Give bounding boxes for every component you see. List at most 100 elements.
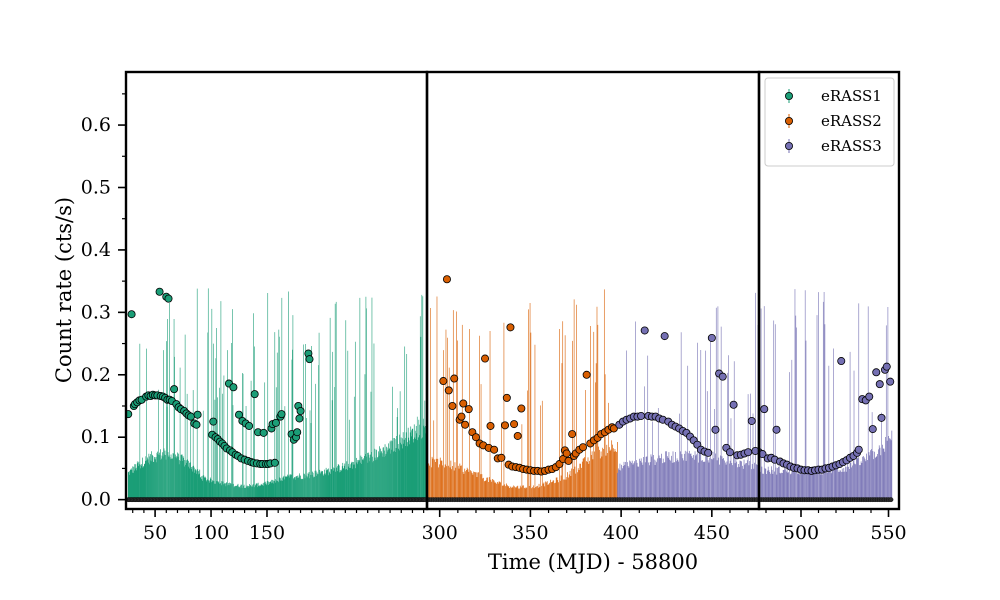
series-eRASS1: [126, 287, 427, 503]
data-point: [513, 431, 522, 440]
data-point: [155, 287, 164, 296]
data-point: [295, 414, 304, 423]
data-point: [711, 425, 720, 434]
data-point: [193, 410, 202, 419]
y-tick-label: 0.0: [81, 489, 111, 511]
data-point: [481, 354, 490, 363]
legend-point-marker: [785, 141, 794, 150]
data-point: [461, 420, 470, 429]
series-eRASS3: [615, 289, 895, 503]
data-point: [442, 275, 451, 284]
data-point: [609, 424, 618, 433]
data-point: [235, 410, 244, 419]
panel-frame: [757, 70, 901, 511]
y-tick-label: 0.6: [81, 114, 111, 136]
data-point: [868, 425, 877, 434]
data-point: [759, 450, 767, 459]
data-point: [501, 421, 510, 430]
data-point: [865, 392, 874, 401]
data-point: [170, 385, 179, 394]
x-tick-label: 550: [870, 522, 906, 544]
data-point: [439, 377, 448, 386]
data-point: [837, 357, 846, 366]
data-point: [471, 433, 480, 442]
data-point: [229, 383, 238, 392]
x-axis-label: Time (MJD) - 58800: [488, 550, 698, 574]
data-point: [886, 377, 895, 386]
x-tick-label: 150: [249, 522, 285, 544]
data-point: [497, 453, 506, 462]
x-tick-label: 350: [512, 522, 548, 544]
data-point: [271, 418, 280, 427]
data-point: [725, 448, 734, 457]
data-point: [164, 294, 173, 303]
data-point: [854, 445, 863, 454]
data-point: [747, 416, 756, 425]
data-point: [637, 411, 646, 420]
data-point: [582, 370, 591, 379]
data-point: [579, 443, 588, 452]
data-point: [718, 372, 727, 381]
data-point: [744, 448, 753, 457]
legend-box: [764, 77, 895, 167]
data-point: [259, 428, 268, 437]
x-tick-label: 400: [603, 522, 639, 544]
data-point: [772, 425, 781, 434]
data-point: [760, 405, 769, 414]
data-point: [506, 323, 515, 332]
data-point: [464, 405, 473, 414]
data-point: [126, 410, 133, 419]
data-point: [296, 406, 305, 415]
y-tick-label: 0.3: [81, 301, 111, 323]
data-point: [293, 428, 302, 437]
y-tick-label: 0.5: [81, 176, 111, 198]
data-point: [510, 420, 519, 429]
data-point: [448, 401, 457, 410]
legend-label: eRASS2: [821, 112, 882, 130]
data-point: [192, 420, 201, 429]
data-point: [490, 445, 499, 454]
y-tick-label: 0.1: [81, 426, 111, 448]
x-tick-label: 50: [143, 522, 167, 544]
data-point: [517, 404, 526, 413]
data-point: [459, 399, 468, 408]
data-point: [209, 417, 218, 426]
legend-point-marker: [785, 117, 794, 126]
data-point: [704, 448, 713, 457]
data-point: [277, 410, 286, 419]
data-point: [640, 326, 649, 335]
legend-label: eRASS3: [821, 137, 882, 155]
data-point: [245, 421, 254, 430]
y-tick-label: 0.2: [81, 364, 111, 386]
data-point: [877, 413, 886, 422]
y-tick-label: 0.4: [81, 239, 111, 261]
data-point: [270, 458, 279, 467]
x-tick-label: 450: [694, 522, 730, 544]
data-point: [564, 456, 573, 465]
data-point: [729, 400, 738, 409]
series-eRASS2: [427, 275, 618, 503]
chart-marks: [126, 275, 895, 503]
data-point: [872, 368, 881, 377]
data-point: [568, 430, 577, 439]
legend-point-marker: [785, 92, 794, 101]
legend-label: eRASS1: [821, 87, 882, 105]
zero-rate-point: [888, 497, 894, 503]
data-point: [660, 332, 669, 341]
axis-ticks: 50 100 150 300 350 400 450 500 550 0.0 0.1 0.2 0.3 0.…: [81, 93, 907, 544]
data-point: [444, 386, 453, 395]
data-point: [882, 362, 891, 371]
data-point: [502, 393, 511, 402]
data-point: [186, 412, 195, 421]
x-tick-label: 300: [422, 522, 458, 544]
panel-frames: [124, 70, 901, 511]
data-point: [127, 310, 136, 319]
data-point: [875, 380, 884, 389]
data-point: [562, 449, 571, 458]
data-point: [450, 374, 459, 383]
y-axis-label: Count rate (cts/s): [52, 197, 76, 383]
data-point: [457, 412, 466, 421]
data-point: [305, 355, 314, 364]
data-point: [250, 390, 259, 399]
